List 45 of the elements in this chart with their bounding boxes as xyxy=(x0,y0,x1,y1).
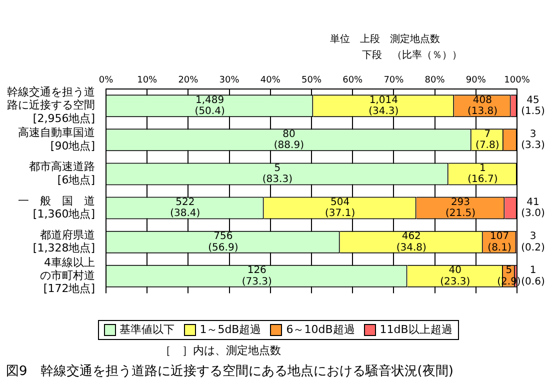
text: 単位 上段 測定地点数 xyxy=(330,32,440,46)
data-label: 80 (88.9) xyxy=(274,128,304,152)
data-label: 1 (0.6) xyxy=(521,265,545,288)
x-tick-label: 10% xyxy=(137,76,158,86)
y-tick-label: 高速自動車国道 [90地点] xyxy=(18,126,95,152)
data-label: 45 (1.5) xyxy=(521,94,545,118)
data-label: 107 (8.1) xyxy=(488,231,512,254)
data-label: 504 (37.1) xyxy=(325,197,356,220)
data-label: 756 (56.9) xyxy=(208,231,238,254)
text: ［ ］内は、測定地点数 xyxy=(160,343,281,358)
x-tick-label: 50% xyxy=(301,76,322,86)
text: 下段 （比率（％）） xyxy=(362,48,462,62)
text: 図9 幹線交通を担う道路に近接する空間にある地点における騒音状況(夜間) xyxy=(6,363,454,380)
data-label: 1 (16.7) xyxy=(468,162,498,186)
x-tick-label: 60% xyxy=(342,76,364,86)
data-label: 41 (3.0) xyxy=(521,197,545,220)
data-label: 3 (0.2) xyxy=(521,231,545,254)
x-tick-label: 30% xyxy=(219,76,240,86)
data-label: 3 (3.3) xyxy=(521,128,545,152)
y-tick-label: 都道府県道 [1,328地点] xyxy=(32,228,95,255)
y-tick-label: 幹線交通を担う道路に近接する空間 [2,956地点] xyxy=(7,85,95,125)
y-tick-label: 一 般 国 道 [1,360地点] xyxy=(18,194,95,220)
data-label: 1,489 (50.4) xyxy=(194,94,225,118)
legend-label: 基準値以下 xyxy=(120,323,175,337)
x-tick-label: 100% xyxy=(504,76,530,86)
x-tick-label: 0% xyxy=(98,76,114,86)
y-tick-label: 4車線以上の市町村道 [172地点] xyxy=(40,256,95,296)
data-label: 40 (23.3) xyxy=(440,265,470,288)
x-tick-label: 90% xyxy=(466,76,486,86)
legend-label: 11dB以上超過 xyxy=(380,323,452,337)
data-label: 1,014 (34.3) xyxy=(368,94,399,118)
x-tick-label: 80% xyxy=(424,76,446,86)
data-label: 408 (13.8) xyxy=(467,94,498,118)
data-label: 293 (21.5) xyxy=(445,197,476,220)
x-tick-label: 70% xyxy=(384,76,404,86)
data-label: 5 (83.3) xyxy=(262,162,293,186)
x-tick-label: 20% xyxy=(178,76,199,86)
x-tick-label: 40% xyxy=(260,76,281,86)
data-label: 7 (7.8) xyxy=(476,128,500,152)
data-label: 126 (73.3) xyxy=(242,265,272,288)
y-tick-label: 都市高速道路 [6地点] xyxy=(29,160,95,186)
legend-label: 1～5dB超過 xyxy=(200,323,262,337)
legend-label: 6～10dB超過 xyxy=(286,323,355,337)
data-label: 522 (38.4) xyxy=(170,197,200,220)
data-label: 462 (34.8) xyxy=(396,231,426,254)
